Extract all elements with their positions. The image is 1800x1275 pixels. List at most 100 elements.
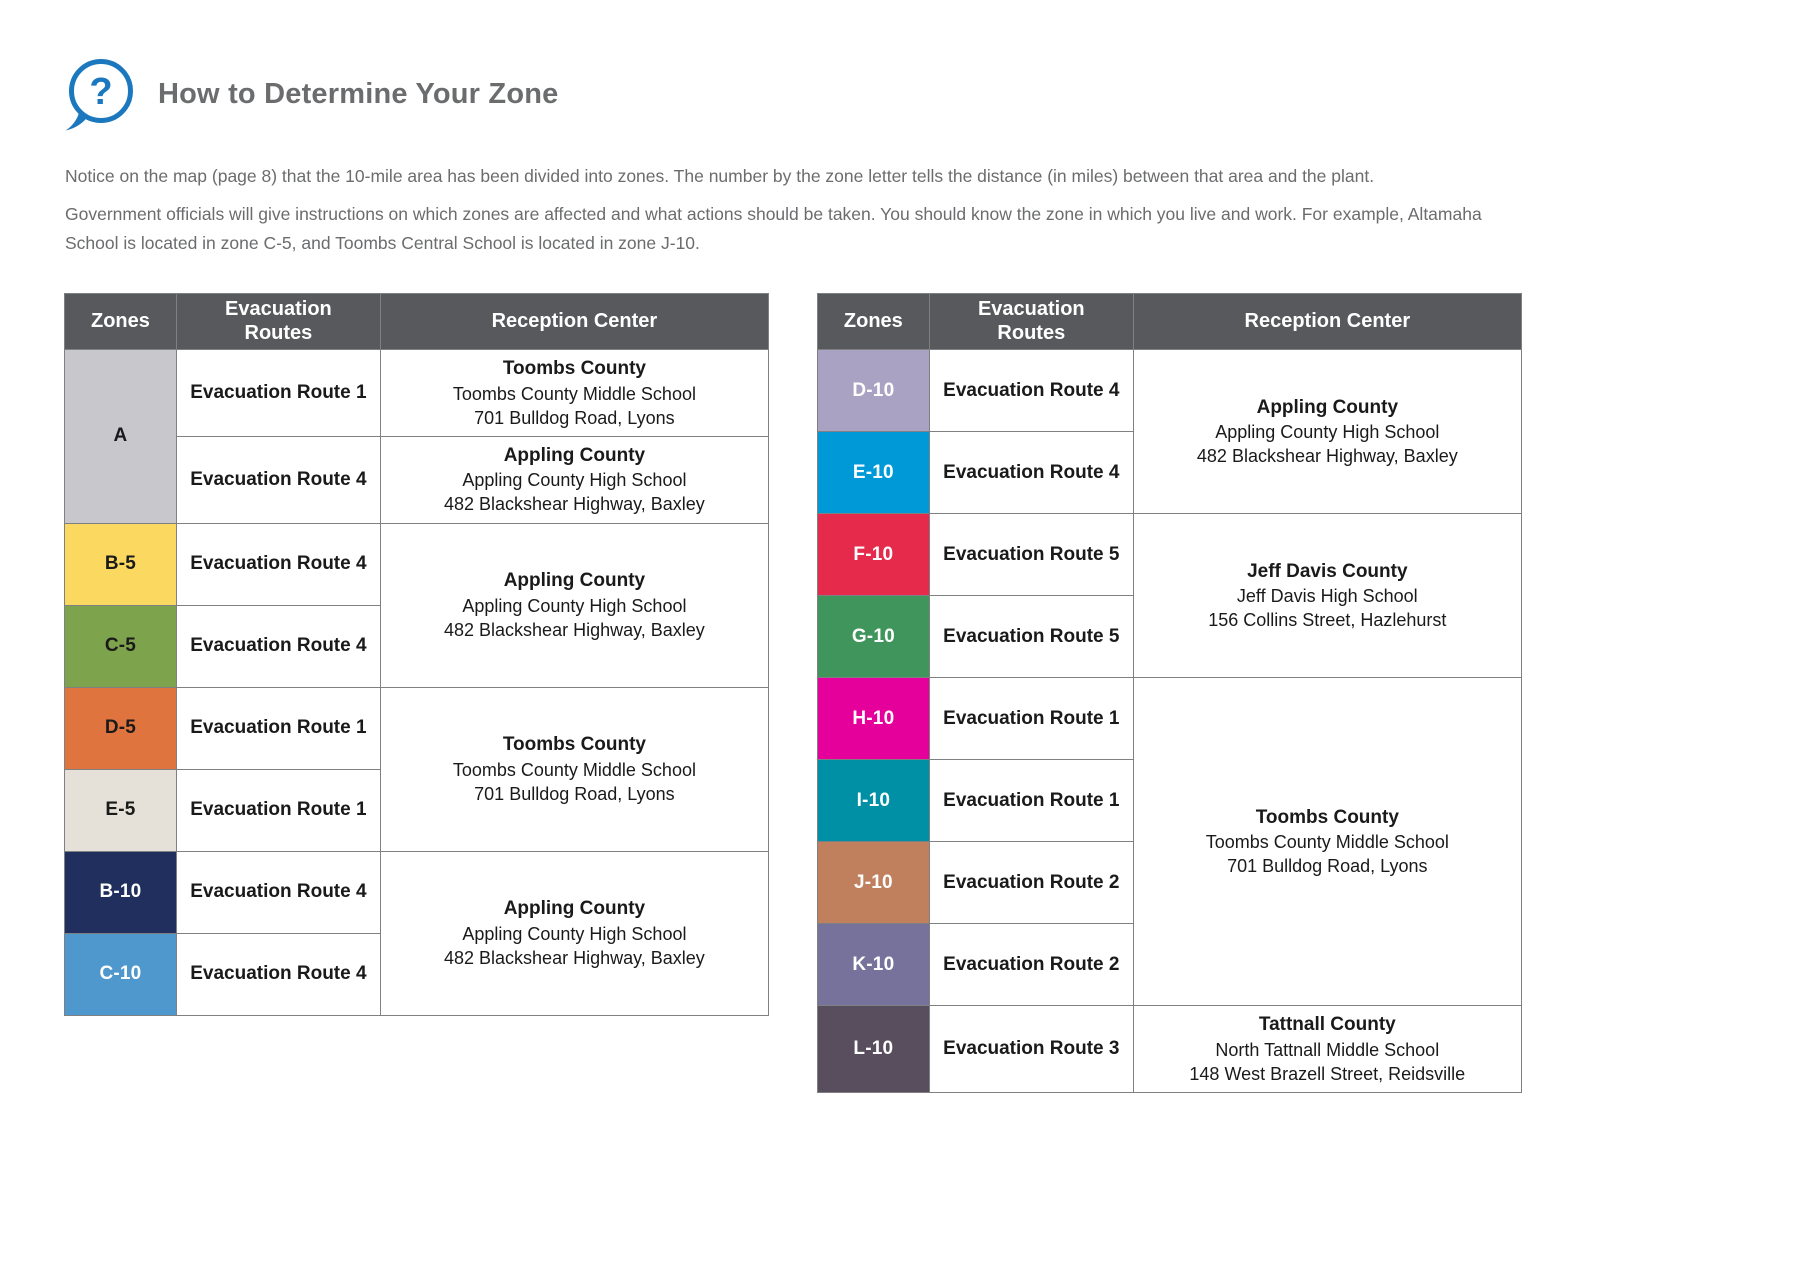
reception-center-cell: Tattnall County North Tattnall Middle Sch…	[1132, 1005, 1522, 1093]
column-header: Zones	[816, 293, 930, 351]
evacuation-route-cell: Evacuation Route 2	[928, 841, 1134, 925]
reception-county: Appling County	[503, 898, 646, 920]
column-header: Reception Center	[379, 293, 769, 351]
reception-address-line: 701 Bulldog Road, Lyons	[1227, 856, 1428, 877]
reception-center-cell: Appling County Appling County High School…	[379, 435, 769, 524]
column-header: Reception Center	[1132, 293, 1522, 351]
reception-address-line: North Tattnall Middle School	[1215, 1039, 1440, 1060]
reception-county: Appling County	[503, 570, 646, 592]
zone-cell: B-10	[64, 850, 177, 934]
zone-cell: J-10	[816, 841, 930, 925]
zone-cell: F-10	[816, 513, 930, 597]
table-row: D-10 Evacuation Route 4 Appling County Appl…	[816, 349, 1522, 515]
reception-address-line: Toombs County Middle School	[1205, 832, 1449, 853]
zone-cell: H-10	[816, 677, 930, 761]
reception-county: Toombs County	[1255, 806, 1399, 828]
zone-cell: E-5	[64, 768, 177, 852]
reception-address-line: Appling County High School	[462, 595, 687, 616]
reception-address-line: Toombs County Middle School	[452, 383, 696, 404]
evacuation-route-cell: Evacuation Route 1	[928, 759, 1134, 843]
table-row: D-5 Evacuation Route 1 Toombs County Toombs…	[64, 686, 769, 852]
table-row: K-10 Evacuation Route 2	[816, 923, 1521, 1007]
evacuation-route-cell: Evacuation Route 5	[928, 595, 1134, 679]
evacuation-route-cell: Evacuation Route 1	[175, 768, 381, 852]
zone-tables-container: Zones Evacuation Routes Reception Center A E…	[64, 293, 1800, 1093]
reception-county: Tattnall County	[1258, 1014, 1396, 1036]
reception-center-cell: Appling County Appling County High School…	[1132, 349, 1522, 515]
zone-cell: L-10	[816, 1005, 930, 1093]
reception-address-line: Appling County High School	[1215, 422, 1440, 443]
reception-address-line: Toombs County Middle School	[452, 759, 696, 780]
intro-paragraph-1: Notice on the map (page 8) that the 10-m…	[65, 166, 1375, 186]
question-bubble-icon: ?	[65, 59, 133, 131]
reception-center-cell: Appling County Appling County High School…	[379, 850, 769, 1016]
zone-cell: C-5	[64, 604, 177, 688]
reception-address-line: 482 Blackshear Highway, Baxley	[444, 619, 705, 640]
table-row: E-5 Evacuation Route 1	[64, 768, 769, 852]
evacuation-route-cell: Evacuation Route 4	[175, 850, 381, 934]
zone-cell: G-10	[816, 595, 930, 679]
column-header: Zones	[64, 293, 177, 351]
table-row: I-10 Evacuation Route 1	[816, 759, 1521, 843]
reception-center-cell: Appling County Appling County High School…	[379, 522, 769, 688]
evacuation-route-cell: Evacuation Route 3	[928, 1005, 1134, 1093]
reception-center-cell: Toombs County Toombs County Middle School…	[379, 349, 769, 437]
column-header: Evacuation Routes	[928, 293, 1134, 351]
zone-cell: D-5	[64, 686, 177, 770]
zone-cell: I-10	[816, 759, 930, 843]
reception-address-line: 701 Bulldog Road, Lyons	[474, 407, 675, 428]
reception-address-line: 156 Collins Street, Hazlehurst	[1208, 610, 1447, 631]
reception-address-line: Appling County High School	[462, 470, 687, 491]
reception-county: Appling County	[1256, 396, 1399, 418]
table-row: B-5 Evacuation Route 4 Appling County Appli…	[64, 522, 769, 688]
zone-cell: E-10	[816, 431, 930, 515]
evacuation-route-cell: Evacuation Route 4	[928, 431, 1134, 515]
reception-address-line: 482 Blackshear Highway, Baxley	[444, 494, 705, 515]
intro-paragraph-2: Government officials will give instructi…	[65, 204, 1482, 253]
reception-address-line: 148 West Brazell Street, Reidsville	[1189, 1063, 1466, 1084]
reception-address-line: 482 Blackshear Highway, Baxley	[1196, 446, 1458, 467]
zone-cell: B-5	[64, 522, 177, 606]
reception-county: Toombs County	[502, 734, 646, 756]
evacuation-zones-table-right: Zones Evacuation Routes Reception Center D-…	[816, 293, 1522, 1093]
evacuation-route-cell: Evacuation Route 4	[175, 435, 381, 524]
reception-center-cell: Toombs County Toombs County Middle School…	[1132, 677, 1522, 1007]
reception-center-cell: Jeff Davis County Jeff Davis High School 1…	[1132, 513, 1522, 679]
intro-text: Notice on the map (page 8) that the 10-m…	[65, 162, 1535, 257]
table-row: A Evacuation Route 1 Toombs County Toombs C…	[64, 349, 769, 524]
svg-text:?: ?	[89, 71, 112, 113]
table-row: B-10 Evacuation Route 4 Appling County Appl…	[64, 850, 769, 1016]
table-row: E-10 Evacuation Route 4	[816, 431, 1521, 515]
reception-county: Appling County	[503, 444, 646, 466]
evacuation-route-cell: Evacuation Route 1	[175, 686, 381, 770]
reception-address-line: 482 Blackshear Highway, Baxley	[444, 947, 705, 968]
evacuation-route-cell: Evacuation Route 1	[175, 349, 381, 437]
zone-cell: C-10	[64, 932, 177, 1016]
evacuation-route-cell: Evacuation Route 1	[928, 677, 1134, 761]
zone-cell: D-10	[816, 349, 930, 433]
reception-address-line: Appling County High School	[462, 923, 687, 944]
reception-center-cell: Toombs County Toombs County Middle School…	[379, 686, 769, 852]
reception-address-line: Jeff Davis High School	[1236, 586, 1418, 607]
evacuation-route-cell: Evacuation Route 4	[175, 522, 381, 606]
table-row: F-10 Evacuation Route 5 Jeff Davis County J…	[816, 513, 1522, 679]
reception-county: Toombs County	[502, 358, 646, 380]
evacuation-route-cell: Evacuation Route 4	[175, 932, 381, 1016]
zone-cell: K-10	[816, 923, 930, 1007]
reception-address-line: 701 Bulldog Road, Lyons	[474, 783, 675, 804]
table-row: C-10 Evacuation Route 4	[64, 932, 769, 1016]
table-row: G-10 Evacuation Route 5	[816, 595, 1521, 679]
evacuation-route-cell: Evacuation Route 4	[928, 349, 1134, 433]
table-row: H-10 Evacuation Route 1 Toombs County Toomb…	[816, 677, 1522, 1007]
table-row: L-10 Evacuation Route 3 Tattnall County Nor…	[816, 1005, 1522, 1093]
evacuation-route-cell: Evacuation Route 4	[175, 604, 381, 688]
page-header: ? How to Determine Your Zone	[0, 0, 1800, 132]
table-row: C-5 Evacuation Route 4	[64, 604, 769, 688]
zone-cell: A	[64, 349, 177, 524]
evacuation-route-cell: Evacuation Route 5	[928, 513, 1134, 597]
reception-county: Jeff Davis County	[1247, 560, 1408, 582]
column-header: Evacuation Routes	[175, 293, 381, 351]
evacuation-route-cell: Evacuation Route 2	[928, 923, 1134, 1007]
page-title: How to Determine Your Zone	[158, 77, 559, 110]
